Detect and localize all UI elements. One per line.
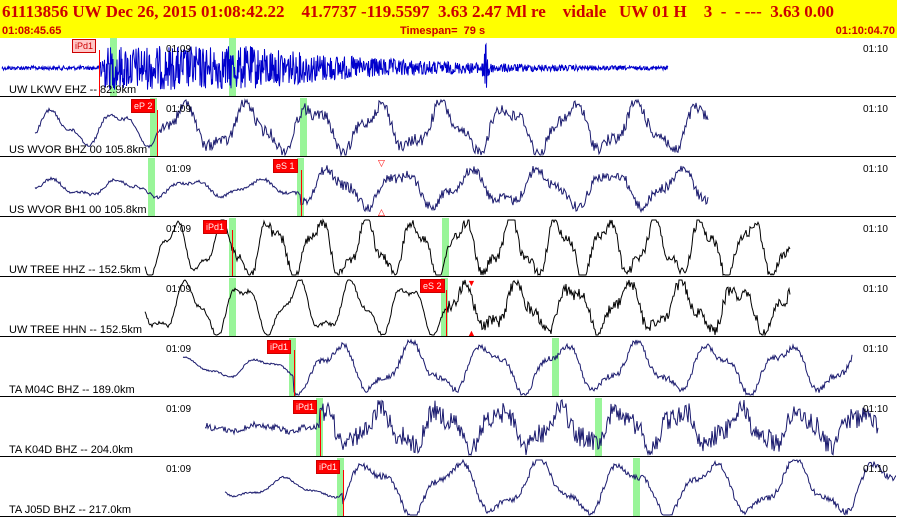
station-label: TA K04D BHZ -- 204.0km	[9, 444, 133, 456]
pick-label[interactable]: iPd1	[293, 400, 318, 414]
station-label: UW TREE HHZ -- 152.5km	[9, 264, 141, 276]
station-label: UW TREE HHN -- 152.5km	[9, 324, 143, 336]
predicted-p-marker	[289, 338, 296, 396]
tick-label-left: 01:09	[166, 284, 192, 295]
pick-line	[157, 110, 158, 156]
tick-label-right: 01:10	[862, 104, 888, 115]
predicted-s-marker	[297, 158, 304, 216]
station-label: UW LKWV EHZ -- 82.9km	[9, 84, 137, 96]
predicted-p-marker	[150, 98, 157, 156]
pick-label[interactable]: iPd1	[316, 460, 341, 474]
s-arrival-marker-bottom: ▲	[467, 328, 476, 338]
station-label: TA M04C BHZ -- 189.0km	[9, 384, 135, 396]
pick-line	[446, 290, 447, 336]
pick-label[interactable]: iPd1	[72, 39, 97, 53]
waveform-line	[144, 218, 791, 277]
tick-label-left: 01:09	[166, 164, 192, 175]
waveform-line	[224, 458, 896, 516]
predicted-s-marker	[229, 38, 236, 96]
tick-label-right: 01:10	[862, 224, 888, 235]
predicted-s-marker	[442, 218, 449, 276]
pick-line	[320, 410, 321, 456]
trace-panel[interactable]: eS 1 ▽ △ 01:09 01:10 US WVOR BH1 00 105.…	[0, 158, 896, 217]
tick-label-left: 01:09	[166, 464, 192, 475]
waveform-trace	[1, 42, 669, 90]
predicted-s-marker	[441, 278, 448, 336]
tick-label-right: 01:10	[862, 464, 888, 475]
timespan-label: Timespan= 79 s	[400, 25, 486, 37]
waveform-trace	[204, 399, 879, 457]
tick-label-right: 01:10	[862, 164, 888, 175]
waveform-trace	[224, 458, 896, 516]
pick-line	[301, 170, 302, 216]
waveform-line	[144, 279, 791, 337]
event-summary-title: 61113856 UW Dec 26, 2015 01:08:42.22 41.…	[2, 2, 835, 21]
tick-label-left: 01:09	[166, 44, 192, 55]
trace-panel[interactable]: iPd1 01:09 01:10 TA K04D BHZ -- 204.0km	[0, 398, 896, 457]
station-label: TA J05D BHZ -- 217.0km	[9, 504, 132, 516]
pick-line	[99, 50, 100, 96]
trace-panel[interactable]: eP 2 01:09 01:10 US WVOR BHZ 00 105.8km	[0, 98, 896, 157]
pick-label[interactable]: eS 2	[420, 279, 445, 293]
event-header: 61113856 UW Dec 26, 2015 01:08:42.22 41.…	[0, 0, 897, 38]
waveform-line	[1, 42, 669, 90]
pick-label[interactable]: iPd1	[267, 340, 292, 354]
station-label: US WVOR BH1 00 105.8km	[9, 204, 147, 216]
trace-panel[interactable]: iPd1 01:09 01:10 UW LKWV EHZ -- 82.9km	[0, 38, 896, 97]
waveform-line	[34, 165, 709, 214]
tick-label-right: 01:10	[862, 404, 888, 415]
predicted-s-marker	[300, 98, 307, 156]
waveform-trace	[144, 279, 791, 337]
trace-panel[interactable]: eS 2 ▼ ▲ 01:09 01:10 UW TREE HHN -- 152.…	[0, 278, 896, 338]
s-arrival-marker-top: ▽	[378, 158, 385, 168]
pick-line	[343, 470, 344, 516]
pick-line	[232, 230, 233, 276]
trace-panel[interactable]: iPd1 01:09 01:10 TA M04C BHZ -- 189.0km	[0, 338, 896, 397]
trace-panel-list: iPd1 01:09 01:10 UW LKWV EHZ -- 82.9km e…	[0, 38, 897, 520]
predicted-p-marker	[148, 158, 155, 216]
s-arrival-marker-top: ▼	[467, 278, 476, 288]
tick-label-left: 01:09	[166, 404, 192, 415]
s-arrival-marker-bottom: △	[378, 207, 385, 217]
trace-panel[interactable]: iPd1 01:09 01:10 UW TREE HHZ -- 152.5km	[0, 218, 896, 277]
trace-panel[interactable]: iPd1 01:09 01:10 TA J05D BHZ -- 217.0km	[0, 458, 896, 517]
waveform-trace	[34, 165, 709, 214]
predicted-s-marker	[552, 338, 559, 396]
tick-label-left: 01:09	[166, 104, 192, 115]
end-time-label: 01:10:04.70	[835, 25, 895, 37]
pick-label[interactable]: iPd1	[203, 220, 228, 234]
predicted-p-marker	[337, 458, 344, 516]
pick-line	[294, 350, 295, 396]
start-time-label: 01:08:45.65	[2, 25, 62, 37]
waveform-trace	[144, 218, 791, 277]
tick-label-right: 01:10	[862, 44, 888, 55]
pick-label[interactable]: eP 2	[131, 99, 156, 113]
predicted-s-marker	[595, 398, 602, 456]
tick-label-right: 01:10	[862, 344, 888, 355]
waveform-trace	[34, 98, 709, 157]
waveform-line	[204, 399, 879, 457]
tick-label-right: 01:10	[862, 284, 888, 295]
predicted-p-marker	[229, 278, 236, 336]
waveform-line	[34, 98, 709, 157]
tick-label-left: 01:09	[166, 344, 192, 355]
predicted-s-marker	[633, 458, 640, 516]
pick-label[interactable]: eS 1	[273, 159, 298, 173]
station-label: US WVOR BHZ 00 105.8km	[9, 144, 148, 156]
tick-label-left: 01:09	[166, 224, 192, 235]
